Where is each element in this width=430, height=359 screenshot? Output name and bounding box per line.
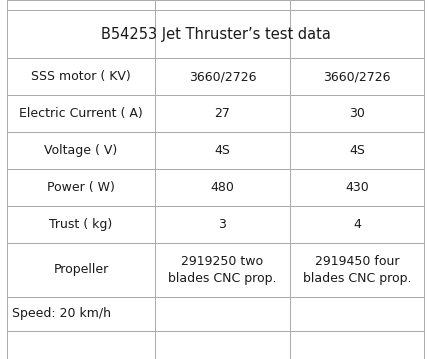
Bar <box>289 297 423 331</box>
Text: 27: 27 <box>214 107 230 120</box>
Bar <box>7 169 155 206</box>
Bar <box>7 132 155 169</box>
Bar <box>7 331 155 359</box>
Text: Electric Current ( A): Electric Current ( A) <box>19 107 143 120</box>
Bar <box>155 58 289 95</box>
Bar <box>155 0 289 10</box>
Bar <box>289 0 423 10</box>
Text: Speed: 20 km/h: Speed: 20 km/h <box>12 308 111 321</box>
Bar <box>7 95 155 132</box>
Bar <box>7 58 155 95</box>
Text: 3660/2726: 3660/2726 <box>188 70 255 83</box>
Text: 3: 3 <box>218 218 226 231</box>
Bar <box>289 58 423 95</box>
Text: 2919450 four
blades CNC prop.: 2919450 four blades CNC prop. <box>302 255 410 285</box>
Bar <box>155 95 289 132</box>
Text: Voltage ( V): Voltage ( V) <box>44 144 117 157</box>
Bar <box>289 331 423 359</box>
Text: B54253 Jet Thruster’s test data: B54253 Jet Thruster’s test data <box>100 27 330 42</box>
Bar <box>289 132 423 169</box>
Text: 4S: 4S <box>348 144 364 157</box>
Bar <box>289 10 423 58</box>
Text: SSS motor ( KV): SSS motor ( KV) <box>31 70 131 83</box>
Bar <box>155 169 289 206</box>
Bar <box>7 10 155 58</box>
Bar <box>289 206 423 243</box>
Text: 30: 30 <box>348 107 364 120</box>
Bar <box>7 297 155 331</box>
Text: 2919250 two
blades CNC prop.: 2919250 two blades CNC prop. <box>168 255 276 285</box>
Bar <box>155 10 289 58</box>
Text: 430: 430 <box>344 181 368 194</box>
Bar <box>155 206 289 243</box>
Bar <box>289 243 423 297</box>
Text: Power ( W): Power ( W) <box>47 181 115 194</box>
Bar <box>289 95 423 132</box>
Bar <box>289 169 423 206</box>
Text: 4: 4 <box>352 218 360 231</box>
Bar <box>155 243 289 297</box>
Bar <box>155 331 289 359</box>
Text: 480: 480 <box>210 181 234 194</box>
Bar <box>155 297 289 331</box>
Text: 4S: 4S <box>214 144 230 157</box>
Bar <box>7 0 155 10</box>
Text: Propeller: Propeller <box>53 264 108 276</box>
Bar <box>155 132 289 169</box>
Text: 3660/2726: 3660/2726 <box>322 70 390 83</box>
Text: Trust ( kg): Trust ( kg) <box>49 218 112 231</box>
Bar <box>7 243 155 297</box>
Bar <box>7 206 155 243</box>
